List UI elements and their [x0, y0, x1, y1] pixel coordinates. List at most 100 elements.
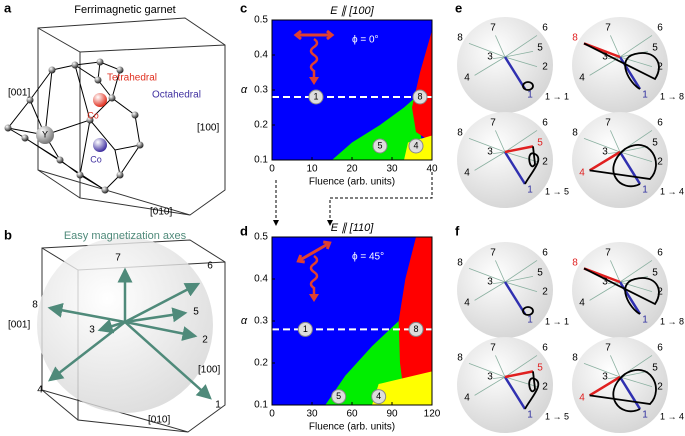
- axis-number: 8: [572, 258, 578, 269]
- marker-label: 1: [313, 91, 318, 101]
- direction-label: 4: [37, 385, 43, 396]
- x-tick-label: 20: [346, 164, 358, 175]
- final-arrow: [504, 145, 534, 154]
- polarization-arrow: [293, 29, 335, 41]
- axis-line: [589, 281, 621, 301]
- axis-number: 2: [542, 287, 548, 298]
- axis-line: [495, 35, 506, 58]
- axis-number: 4: [464, 168, 470, 179]
- axis-number: 5: [652, 363, 658, 374]
- axis-line: [495, 355, 506, 378]
- axis-label: [001]: [8, 88, 30, 99]
- axis-number: 4: [464, 73, 470, 84]
- axis-number: 6: [542, 118, 548, 129]
- easy-axis-arrow: [97, 319, 126, 334]
- axis-number: 2: [657, 62, 663, 73]
- axis-line: [619, 260, 653, 283]
- direction-label: 2: [202, 335, 208, 346]
- axis-line: [504, 281, 538, 292]
- x-tick-label: 30: [306, 409, 318, 420]
- axis-number: 7: [605, 343, 611, 354]
- marker-circle: [297, 321, 313, 337]
- transition-label: 1 → 1: [545, 316, 569, 326]
- axis-line: [619, 376, 653, 387]
- axis-number: 4: [579, 393, 585, 404]
- marker-label: 5: [336, 391, 341, 401]
- easy-axis-arrow: [124, 320, 198, 341]
- axis-line: [619, 151, 653, 162]
- axis-number: 1: [642, 315, 648, 326]
- axis-number: 3: [487, 372, 493, 383]
- site-label: Octahedral: [152, 90, 201, 101]
- trajectory: [524, 146, 540, 185]
- y-tick-label: 0.1: [254, 400, 268, 411]
- sphere: [457, 17, 553, 113]
- axis-line: [589, 56, 621, 76]
- axis-label: [100]: [198, 365, 220, 376]
- direction-label: 3: [89, 325, 95, 336]
- axis-number: 7: [605, 118, 611, 129]
- axis-line: [504, 56, 538, 67]
- marker-label: 5: [377, 140, 382, 150]
- marker-circle: [331, 389, 347, 405]
- marker-circle: [408, 321, 424, 337]
- axis-number: 7: [490, 23, 496, 34]
- initial-arrow: [503, 281, 527, 315]
- easy-axis-arrow: [48, 321, 126, 382]
- phase-region: [332, 97, 424, 160]
- axis-number: 4: [579, 298, 585, 309]
- initial-arrow: [503, 151, 527, 185]
- atom-label: Y: [42, 129, 48, 139]
- axis-number: 3: [487, 52, 493, 63]
- easy-axes: 1 2 3 4 5 6 7 8: [32, 253, 221, 411]
- y-tick-label: 0.5: [254, 15, 268, 26]
- axis-line: [504, 51, 534, 58]
- axis-line: [610, 130, 621, 153]
- marker-circle: [412, 89, 428, 105]
- initial-arrow: [618, 376, 642, 410]
- panel-label: d: [240, 223, 248, 238]
- polarization-arrow: [296, 240, 332, 264]
- garnet-cube: [37, 17, 226, 216]
- chart-title: E ∥ [110]: [331, 222, 375, 234]
- axis-number: 6: [657, 23, 663, 34]
- axis-number: 5: [537, 138, 543, 149]
- x-tick-label: 60: [346, 409, 358, 420]
- axis-number: 5: [652, 268, 658, 279]
- pulse: [309, 37, 319, 79]
- axis-number: 4: [579, 168, 585, 179]
- panel-label: c: [240, 0, 247, 15]
- trajectory: [522, 81, 534, 91]
- trajectory: [524, 371, 540, 410]
- atom-label: Co: [90, 154, 102, 164]
- axis-number: 2: [542, 382, 548, 393]
- y-tick-label: 0.3: [254, 316, 268, 327]
- axis-number: 5: [537, 363, 543, 374]
- site-label: Tetrahedral: [107, 73, 157, 84]
- axis-line: [468, 43, 506, 58]
- axis-number: 7: [490, 118, 496, 129]
- pulse-head: [309, 294, 319, 302]
- axis-line: [504, 130, 538, 153]
- panel-title: Easy magnetization axes: [64, 230, 187, 242]
- axis-number: 8: [572, 128, 578, 139]
- axis-number: 4: [579, 73, 585, 84]
- axis-line: [610, 260, 621, 283]
- axis-number: 4: [464, 298, 470, 309]
- transition-label: 1 → 1: [545, 91, 569, 101]
- axis-number: 3: [487, 147, 493, 158]
- trajectory: [583, 42, 660, 90]
- sphere: [572, 242, 668, 338]
- axis-number: 2: [657, 287, 663, 298]
- axis-number: 4: [464, 393, 470, 404]
- marker-label: 4: [413, 140, 418, 150]
- y-tick-label: 0.5: [254, 232, 268, 243]
- transition-label: 1 → 4: [660, 186, 684, 196]
- axis-number: 5: [652, 43, 658, 54]
- y-tick-label: 0.4: [254, 50, 268, 61]
- axis-line: [583, 363, 621, 378]
- initial-arrow: [503, 376, 527, 410]
- trajectory: [589, 369, 657, 413]
- sphere: [572, 112, 668, 208]
- initial-arrow: [618, 151, 642, 185]
